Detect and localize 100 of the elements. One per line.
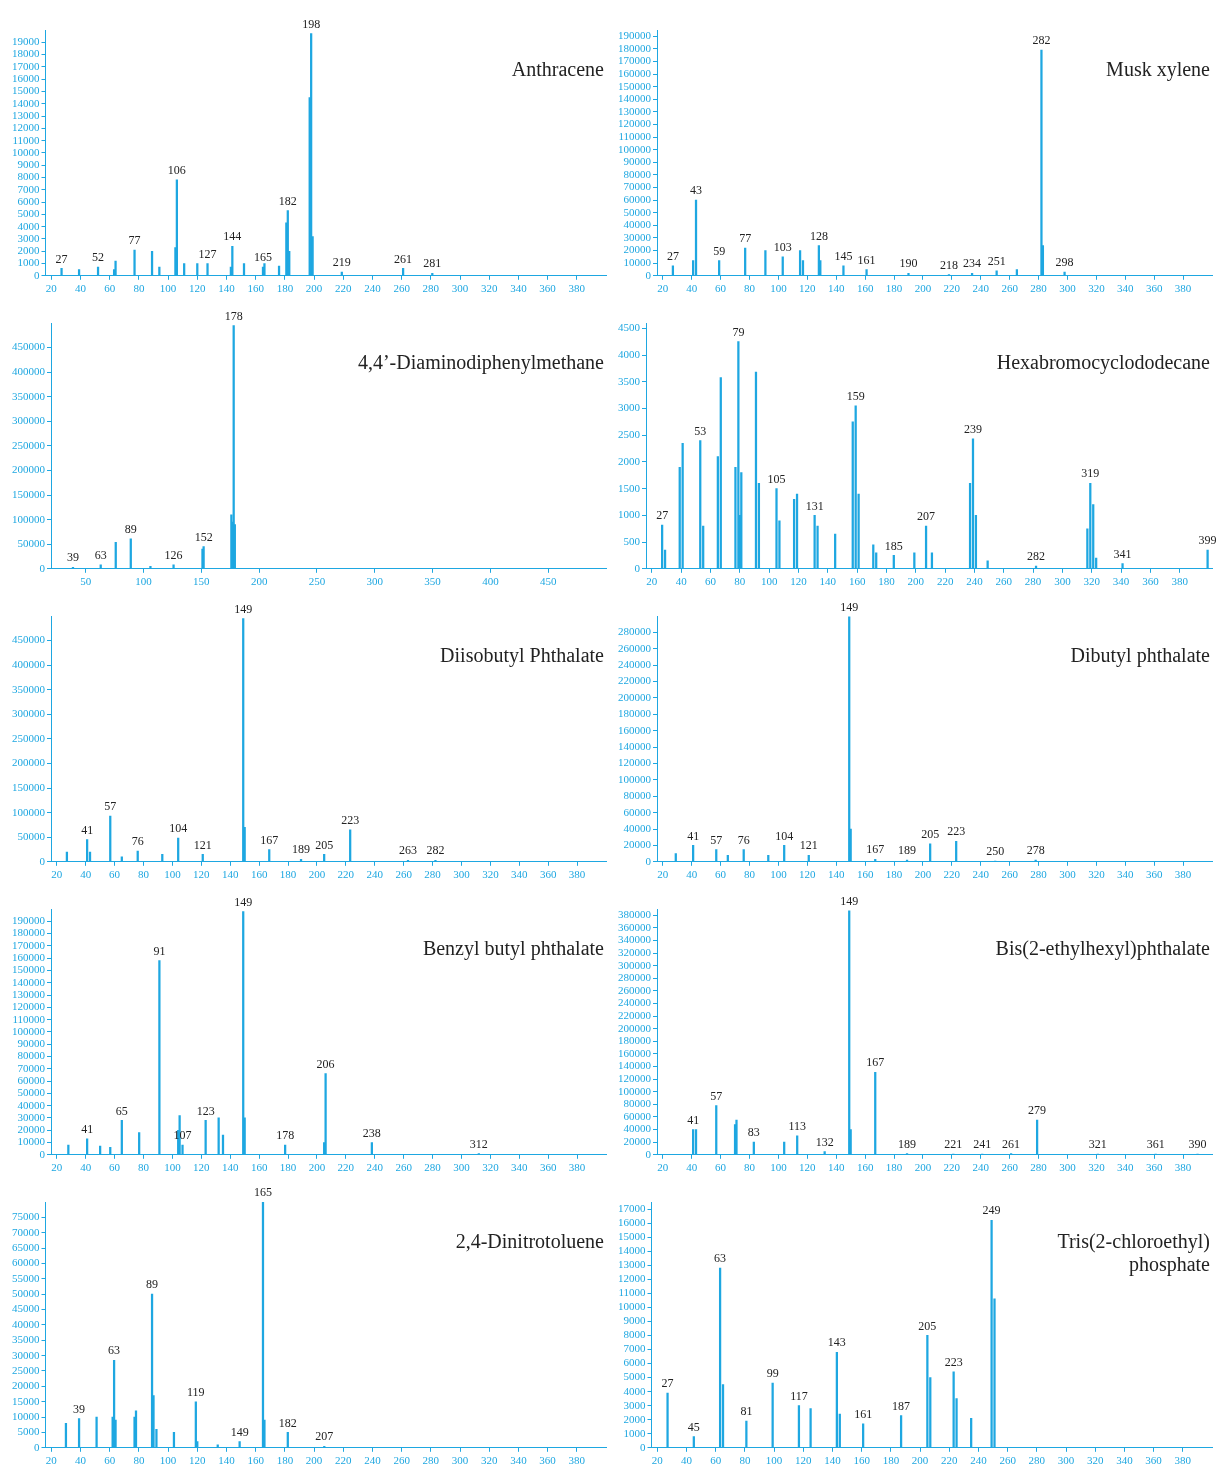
x-tick-label: 20: [51, 1161, 63, 1174]
x-tick-label: 260: [395, 868, 413, 881]
annotation: 190: [899, 256, 918, 271]
annotation: 27: [661, 1376, 674, 1391]
y-tick-label: 110000: [12, 1012, 46, 1025]
y-tick-label: 50000: [17, 537, 46, 550]
annotation: 59: [713, 243, 726, 258]
y-tick-label: 0: [39, 561, 46, 574]
y-tick-label: 100000: [618, 772, 652, 785]
annotation: 282: [426, 843, 445, 858]
x-tick-label: 340: [1116, 1454, 1134, 1467]
y-tick-label: 450000: [12, 340, 46, 353]
x-tick-label: 200: [911, 1454, 929, 1467]
x-tick-label: 60: [710, 1454, 722, 1467]
x-tick-label: 360: [1142, 575, 1160, 588]
x-tick-label: 320: [480, 1454, 498, 1467]
x-tick-label: 140: [819, 575, 837, 588]
x-tick-label: 260: [995, 575, 1013, 588]
x-tick-label: 100: [164, 1161, 182, 1174]
annotation: 250: [986, 844, 1005, 859]
annotation: 207: [315, 1429, 334, 1444]
y-tick-label: 110000: [618, 130, 652, 143]
annotation: 167: [866, 1055, 885, 1070]
annotation: 89: [146, 1277, 159, 1292]
y-tick-label: 160000: [12, 951, 46, 964]
y-tick-label: 140000: [618, 1059, 652, 1072]
x-tick-label: 140: [218, 282, 236, 295]
y-tick-label: 40000: [12, 1317, 40, 1330]
x-tick-label: 40: [686, 868, 698, 881]
x-tick-label: 140: [827, 1161, 845, 1174]
x-tick-label: 40: [675, 575, 688, 588]
annotation: 27: [656, 508, 669, 523]
x-tick-label: 160: [250, 868, 268, 881]
annotation: 103: [773, 240, 792, 255]
y-tick-label: 4000: [618, 347, 641, 360]
y-tick-label: 100000: [12, 805, 46, 818]
annotation: 261: [1002, 1136, 1021, 1151]
y-tick-label: 160000: [618, 723, 652, 736]
annotation: 239: [963, 422, 982, 437]
x-tick-label: 180: [279, 1161, 297, 1174]
annotation: 390: [1188, 1137, 1207, 1152]
x-tick-label: 380: [568, 1454, 586, 1467]
x-tick-label: 220: [337, 1161, 355, 1174]
annotation: 145: [834, 248, 853, 263]
y-tick-label: 6000: [17, 194, 40, 207]
x-tick-label: 360: [539, 1454, 557, 1467]
y-tick-label: 40000: [623, 821, 652, 834]
text: Anthracene: [511, 58, 604, 81]
x-tick-label: 360: [1145, 1454, 1163, 1467]
y-tick-label: 80000: [623, 789, 652, 802]
x-tick-label: 300: [366, 575, 384, 588]
annotation: 152: [194, 529, 213, 544]
x-tick-label: 340: [510, 282, 528, 295]
x-tick-label: 400: [482, 575, 500, 588]
y-tick-label: 10000: [17, 1135, 46, 1148]
y-tick-label: 65000: [12, 1240, 40, 1253]
annotation: 238: [362, 1125, 381, 1140]
y-tick-label: 12000: [618, 1272, 646, 1285]
annotation: 39: [66, 550, 79, 565]
y-tick-label: 75000: [12, 1210, 40, 1223]
x-tick-label: 300: [1054, 575, 1072, 588]
x-tick-label: 260: [999, 1454, 1017, 1467]
y-tick-label: 35000: [12, 1333, 40, 1346]
y-tick-label: 260000: [618, 983, 652, 996]
x-tick-label: 200: [907, 575, 925, 588]
x-tick-label: 340: [511, 1161, 529, 1174]
x-tick-label: 380: [1174, 282, 1192, 295]
annotation: 106: [167, 163, 186, 178]
x-tick-label: 240: [364, 1454, 382, 1467]
annotation: 205: [921, 826, 940, 841]
x-tick-label: 380: [568, 282, 586, 295]
y-tick-label: 50000: [17, 1086, 46, 1099]
text: Tris(2-chloroethyl) phosphate: [1057, 1230, 1210, 1276]
y-tick-label: 50000: [12, 1287, 40, 1300]
annotation: 123: [196, 1103, 215, 1118]
text: Benzyl butyl phthalate: [422, 937, 604, 960]
annotation: 27: [666, 248, 679, 263]
annotation: 234: [963, 256, 982, 271]
y-tick-label: 17000: [618, 1201, 646, 1214]
annotation: 251: [987, 253, 1006, 268]
x-tick-label: 100: [770, 282, 788, 295]
y-tick-label: 240000: [618, 658, 652, 671]
x-tick-label: 180: [885, 1161, 903, 1174]
annotation: 149: [840, 894, 859, 909]
y-tick-label: 9000: [17, 158, 40, 171]
annotation: 27: [55, 251, 68, 266]
y-tick-label: 5000: [623, 1370, 646, 1383]
y-tick-label: 150000: [12, 487, 46, 500]
annotation: 219: [332, 255, 351, 270]
y-tick-label: 0: [645, 268, 652, 281]
y-tick-label: 0: [34, 1440, 40, 1453]
x-tick-label: 280: [1030, 868, 1048, 881]
x-tick-label: 120: [193, 1161, 211, 1174]
annotation: 119: [187, 1384, 205, 1399]
y-tick-label: 240000: [618, 996, 652, 1009]
x-tick-label: 100: [770, 868, 788, 881]
x-tick-label: 240: [364, 282, 382, 295]
x-tick-label: 300: [453, 868, 471, 881]
y-tick-label: 300000: [12, 707, 46, 720]
y-tick-label: 20000: [623, 243, 652, 256]
